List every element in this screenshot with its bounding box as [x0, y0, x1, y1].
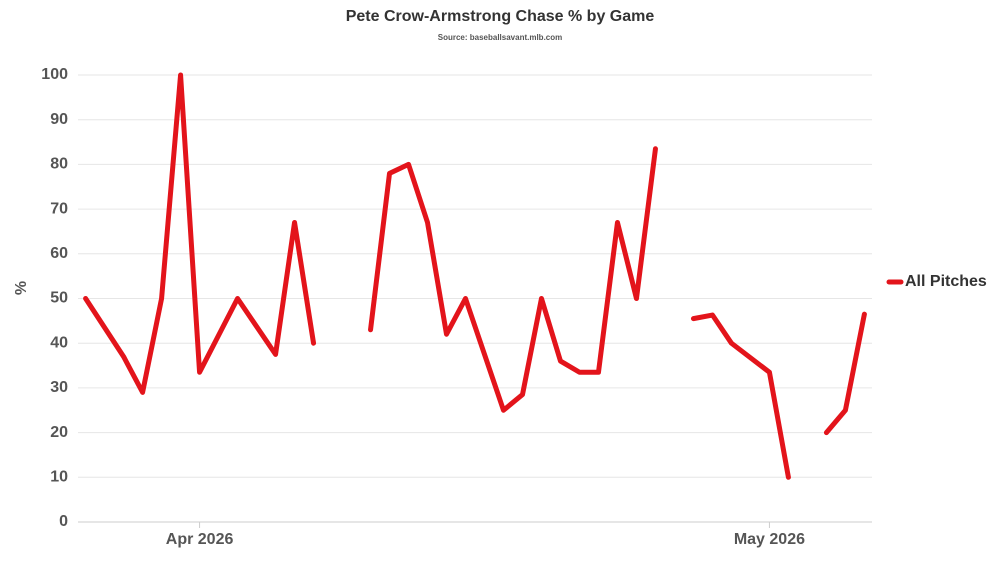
y-tick-label: 80 [50, 156, 68, 173]
y-tick-label: 10 [50, 469, 68, 486]
y-axis-label: % [13, 281, 30, 295]
y-tick-label: 50 [50, 290, 68, 307]
chart-subtitle: Source: baseballsavant.mlb.com [438, 33, 563, 42]
y-tick-label: 60 [50, 245, 68, 262]
y-tick-label: 100 [41, 66, 68, 83]
y-tick-label: 40 [50, 334, 68, 351]
chart-title: Pete Crow-Armstrong Chase % by Game [346, 8, 655, 25]
y-tick-label: 0 [59, 513, 68, 530]
line-series [83, 72, 317, 395]
y-tick-label: 90 [50, 111, 68, 128]
line-series [823, 311, 867, 436]
line-series [690, 312, 791, 480]
x-tick-label: Apr 2026 [166, 531, 234, 548]
line-series [368, 146, 658, 413]
legend-label: All Pitches [905, 273, 987, 290]
y-tick-label: 70 [50, 200, 68, 217]
y-tick-label: 20 [50, 424, 68, 441]
x-tick-label: May 2026 [734, 531, 805, 548]
y-tick-label: 30 [50, 379, 68, 396]
